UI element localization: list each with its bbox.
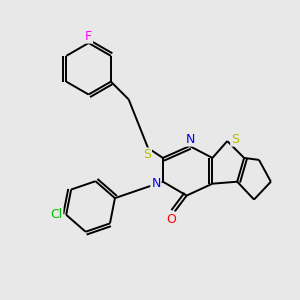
Text: Cl: Cl xyxy=(50,208,62,221)
Text: N: N xyxy=(186,133,195,146)
Text: S: S xyxy=(231,133,239,146)
Text: F: F xyxy=(85,30,92,43)
Text: S: S xyxy=(143,148,151,161)
Text: O: O xyxy=(166,213,176,226)
Text: N: N xyxy=(151,177,160,190)
